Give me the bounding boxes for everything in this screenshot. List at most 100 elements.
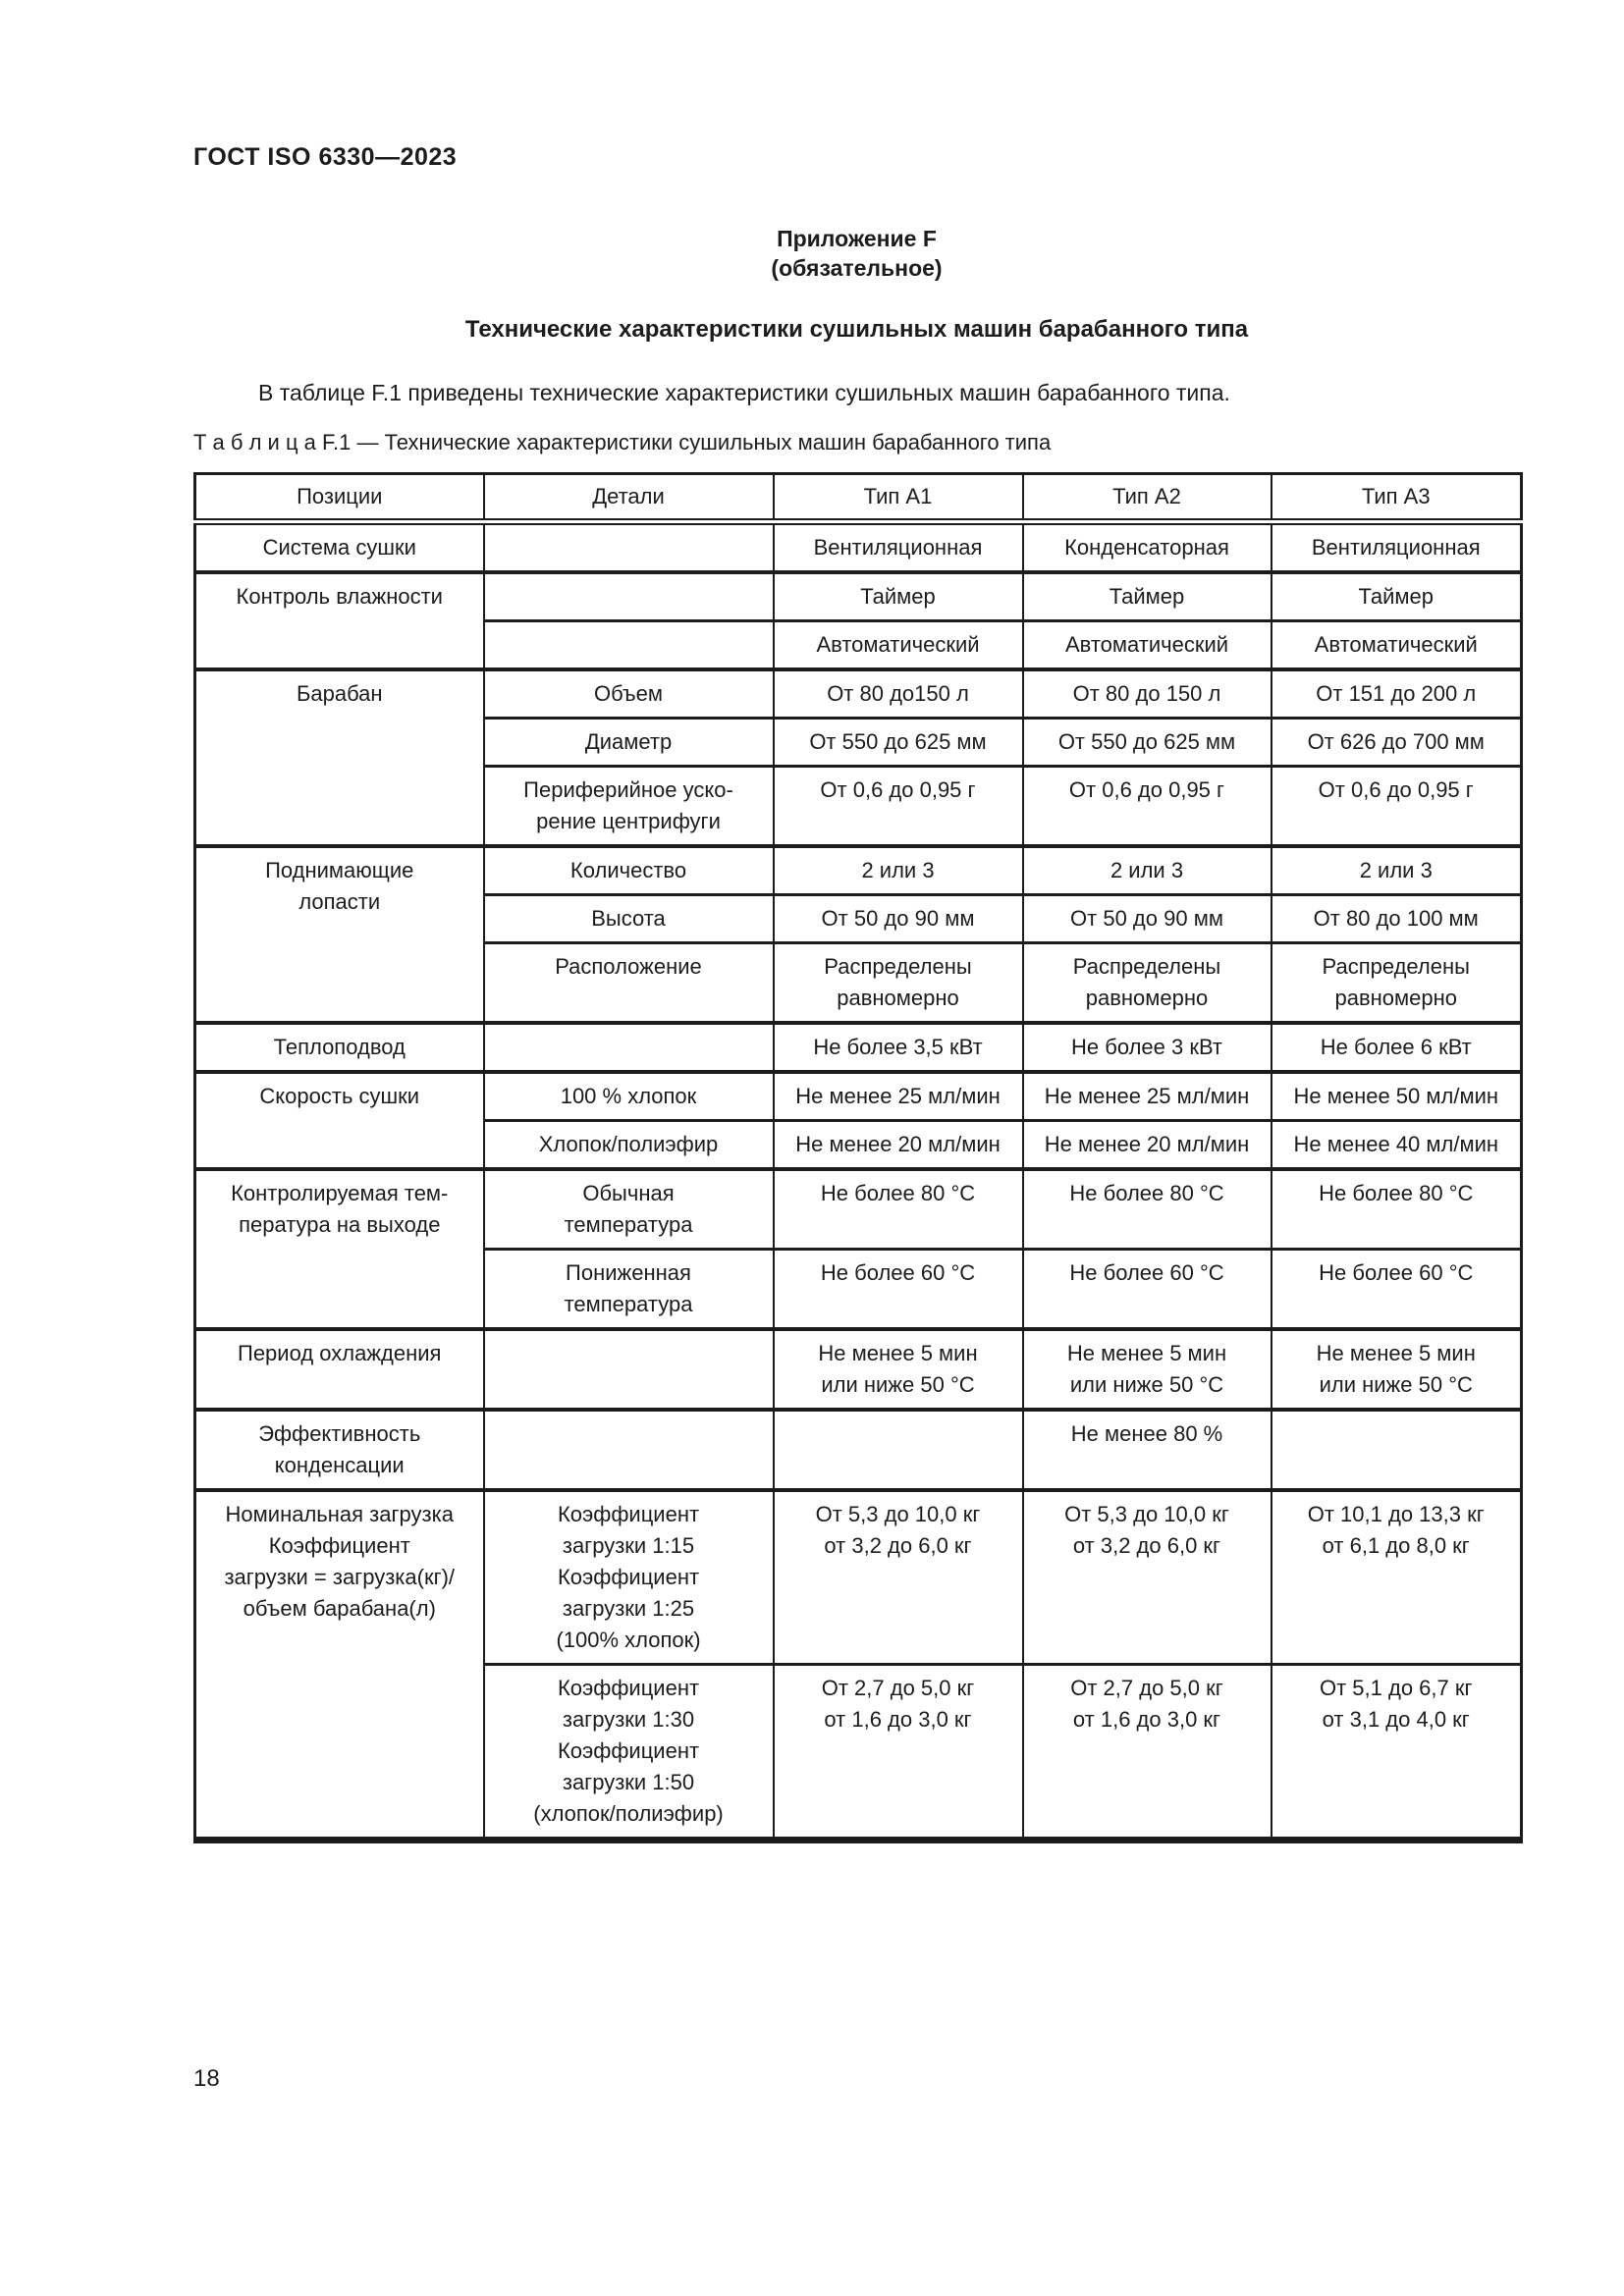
value-cell-a3: Таймер [1270, 570, 1523, 622]
table-row: Номинальная загрузка Коэффициент загрузк… [193, 1488, 1523, 1842]
position-cell: Контроль влажности [193, 570, 485, 670]
table-row: Высота От 50 до 90 мм От 50 до 90 мм От … [195, 893, 1523, 944]
doc-code: ГОСТ ISO 6330—2023 [193, 143, 458, 171]
value-cell-a1: 2 или 3 [772, 844, 1024, 896]
value-cell-a1: Не менее 5 мин или ниже 50 °С [772, 1327, 1024, 1411]
value-cell-a2: От 80 до 150 л [1021, 667, 1272, 720]
value-cell-a2: Автоматический [1021, 619, 1272, 670]
detail-cell: Диаметр [482, 717, 775, 768]
detail-cell [482, 570, 775, 622]
table-row: Пониженная температура Не более 60 °С Не… [195, 1248, 1523, 1330]
table-row: Расположение Распределены равномерно Рас… [195, 941, 1523, 1024]
page-title: Технические характеристики сушильных маш… [464, 316, 1249, 343]
value-cell-a2: От 50 до 90 мм [1021, 893, 1272, 944]
table-row: Контроль влажности Таймер Таймер Таймер [193, 570, 1523, 670]
position-cell: Теплоподвод [193, 1021, 485, 1073]
detail-cell: Коэффициент загрузки 1:30 Коэффициент за… [482, 1663, 775, 1842]
position-cell: Скорость сушки [193, 1070, 485, 1170]
table-row: Теплоподвод Не более 3,5 кВт Не более 3 … [193, 1021, 1523, 1073]
detail-cell: Обычная температура [482, 1167, 775, 1251]
value-cell-a3: 2 или 3 [1270, 844, 1523, 896]
position-cell: Система сушки [193, 519, 485, 573]
value-cell-a1: Не менее 25 мл/мин [772, 1070, 1024, 1122]
value-cell-a2: От 550 до 625 мм [1021, 717, 1272, 768]
value-cell-a3: Не более 80 °С [1270, 1167, 1523, 1251]
value-cell-a1: От 80 до150 л [772, 667, 1024, 720]
value-cell-a3: Автоматический [1270, 619, 1523, 670]
value-cell-a1: Автоматический [772, 619, 1024, 670]
column-header-positions: Позиции [193, 472, 485, 525]
column-header-type-a2: Тип А2 [1021, 472, 1272, 525]
table-row: Коэффициент загрузки 1:30 Коэффициент за… [195, 1663, 1523, 1842]
value-cell-a3: Не более 60 °С [1270, 1248, 1523, 1330]
column-header-type-a1: Тип А1 [772, 472, 1024, 525]
value-cell-a3: От 80 до 100 мм [1270, 893, 1523, 944]
position-cell: Эффективность конденсации [193, 1408, 485, 1491]
position-cell: Барабан [193, 667, 485, 847]
specifications-table: Позиции Детали Тип А1 Тип А2 Тип А3 Сист… [193, 472, 1523, 1843]
value-cell-a2: От 2,7 до 5,0 кг от 1,6 до 3,0 кг [1021, 1663, 1272, 1842]
table-row: Скорость сушки 100 % хлопок Не менее 25 … [193, 1070, 1523, 1170]
table-row: Хлопок/полиэфир Не менее 20 мл/мин Не ме… [195, 1119, 1523, 1170]
value-cell-a3: Не менее 40 мл/мин [1270, 1119, 1523, 1170]
value-cell-a2: Не более 3 кВт [1021, 1021, 1272, 1073]
value-cell-a2: От 5,3 до 10,0 кг от 3,2 до 6,0 кг [1021, 1488, 1272, 1666]
value-cell-a1: Не более 3,5 кВт [772, 1021, 1024, 1073]
table-row: Система сушки Вентиляционная Конденсатор… [193, 519, 1523, 573]
value-cell-a3: Вентиляционная [1270, 519, 1523, 573]
detail-cell: Коэффициент загрузки 1:15 Коэффициент за… [482, 1488, 775, 1666]
annex-kind: (обязательное) [771, 255, 943, 281]
value-cell-a1: От 550 до 625 мм [772, 717, 1024, 768]
value-cell-a3 [1270, 1408, 1523, 1491]
value-cell-a1: Таймер [772, 570, 1024, 622]
value-cell-a2: 2 или 3 [1021, 844, 1272, 896]
detail-cell: 100 % хлопок [482, 1070, 775, 1122]
value-cell-a1: От 2,7 до 5,0 кг от 1,6 до 3,0 кг [772, 1663, 1024, 1842]
table-row: Период охлаждения Не менее 5 мин или ниж… [193, 1327, 1523, 1411]
value-cell-a3: От 0,6 до 0,95 г [1270, 765, 1523, 847]
value-cell-a1 [772, 1408, 1024, 1491]
value-cell-a1: Не более 80 °С [772, 1167, 1024, 1251]
table-row: Контролируемая тем- пература на выходе О… [193, 1167, 1523, 1330]
value-cell-a2: От 0,6 до 0,95 г [1021, 765, 1272, 847]
detail-cell: Количество [482, 844, 775, 896]
detail-cell: Пониженная температура [482, 1248, 775, 1330]
annex-name: Приложение F [777, 226, 937, 251]
detail-cell: Периферийное уско- рение центрифуги [482, 765, 775, 847]
value-cell-a3: От 10,1 до 13,3 кг от 6,1 до 8,0 кг [1270, 1488, 1523, 1666]
value-cell-a3: От 5,1 до 6,7 кг от 3,1 до 4,0 кг [1270, 1663, 1523, 1842]
value-cell-a3: Не менее 5 мин или ниже 50 °С [1270, 1327, 1523, 1411]
detail-cell: Объем [482, 667, 775, 720]
detail-cell [482, 1327, 775, 1411]
value-cell-a2: Не более 80 °С [1021, 1167, 1272, 1251]
value-cell-a3: От 626 до 700 мм [1270, 717, 1523, 768]
value-cell-a2: Конденсаторная [1021, 519, 1272, 573]
position-cell: Период охлаждения [193, 1327, 485, 1411]
value-cell-a1: Распределены равномерно [772, 941, 1024, 1024]
table-row: Периферийное уско- рение центрифуги От 0… [195, 765, 1523, 847]
value-cell-a1: Не более 60 °С [772, 1248, 1024, 1330]
value-cell-a1: От 5,3 до 10,0 кг от 3,2 до 6,0 кг [772, 1488, 1024, 1666]
value-cell-a1: От 50 до 90 мм [772, 893, 1024, 944]
table-row: Поднимающие лопасти Количество 2 или 3 2… [193, 844, 1523, 1024]
detail-cell [482, 519, 775, 573]
position-cell: Контролируемая тем- пература на выходе [193, 1167, 485, 1330]
value-cell-a3: Распределены равномерно [1270, 941, 1523, 1024]
value-cell-a1: Не менее 20 мл/мин [772, 1119, 1024, 1170]
detail-cell: Высота [482, 893, 775, 944]
detail-cell [482, 1021, 775, 1073]
detail-cell [482, 1408, 775, 1491]
detail-cell: Расположение [482, 941, 775, 1024]
column-header-details: Детали [482, 472, 775, 525]
detail-cell [482, 619, 775, 670]
value-cell-a2: Таймер [1021, 570, 1272, 622]
table-row: Диаметр От 550 до 625 мм От 550 до 625 м… [195, 717, 1523, 768]
position-cell: Номинальная загрузка Коэффициент загрузк… [193, 1488, 485, 1842]
value-cell-a2: Не более 60 °С [1021, 1248, 1272, 1330]
value-cell-a3: Не менее 50 мл/мин [1270, 1070, 1523, 1122]
annex-heading: Приложение F (обязательное) [193, 224, 1520, 283]
intro-paragraph: В таблице F.1 приведены технические хара… [258, 380, 1230, 405]
table-row: Автоматический Автоматический Автоматиче… [195, 619, 1523, 670]
table-caption: Т а б л и ц а F.1 — Технические характер… [193, 430, 1052, 454]
